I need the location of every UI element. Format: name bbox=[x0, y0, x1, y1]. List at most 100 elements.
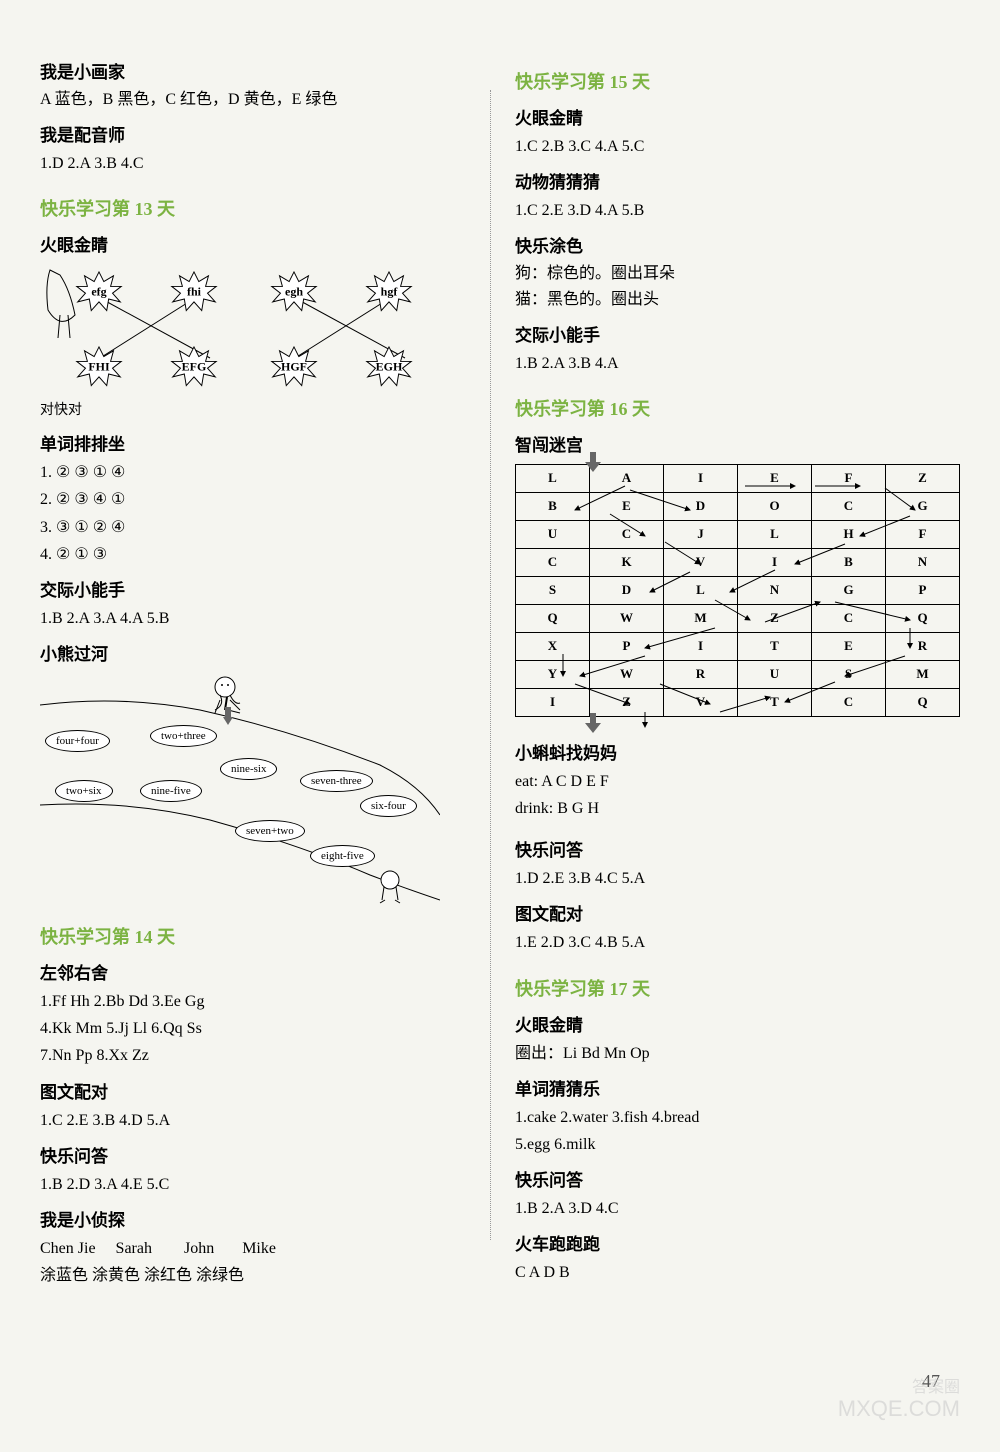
star-label: EFG bbox=[182, 359, 207, 374]
answer-line: Chen Jie Sarah John Mike bbox=[40, 1235, 485, 1262]
answer-line: 1.E 2.D 3.C 4.B 5.A bbox=[515, 929, 960, 956]
maze-cell: G bbox=[812, 576, 886, 604]
section-title: 图文配对 bbox=[515, 900, 960, 925]
section-title: 快乐问答 bbox=[515, 1166, 960, 1191]
section-title: 交际小能手 bbox=[515, 321, 960, 346]
maze-cell: W bbox=[590, 604, 664, 632]
answer-line: 1.C 2.B 3.C 4.A 5.C bbox=[515, 133, 960, 160]
maze-cell: B bbox=[812, 548, 886, 576]
maze-cell: O bbox=[738, 492, 812, 520]
day-heading: 快乐学习第 17 天 bbox=[515, 975, 960, 1001]
star-label: efg bbox=[91, 284, 106, 299]
answer-text: 猫：黑色的。圈出头 bbox=[515, 287, 960, 313]
watermark-url: MXQE.COM bbox=[838, 1396, 960, 1422]
star-label: FHI bbox=[88, 359, 109, 374]
maze-cell: R bbox=[886, 632, 960, 660]
star-label: hgf bbox=[381, 284, 398, 299]
maze-cell: M bbox=[664, 604, 738, 632]
maze-cell: D bbox=[590, 576, 664, 604]
maze-cell: H bbox=[812, 520, 886, 548]
bubble-node: seven+two bbox=[235, 820, 305, 842]
star-node: efg bbox=[70, 270, 128, 314]
maze-cell: W bbox=[590, 660, 664, 688]
section-title: 我是小侦探 bbox=[40, 1206, 485, 1231]
section-title: 快乐问答 bbox=[40, 1142, 485, 1167]
section-title: 智闯迷宫 bbox=[515, 431, 960, 456]
answer-line: C A D B bbox=[515, 1259, 960, 1286]
maze-cell: Q bbox=[886, 604, 960, 632]
maze-cell: E bbox=[812, 632, 886, 660]
maze-cell: Y bbox=[516, 660, 590, 688]
star-node: HGF bbox=[265, 345, 323, 389]
answer-line: 1.C 2.E 3.B 4.D 5.A bbox=[40, 1107, 485, 1134]
maze-cell: J bbox=[664, 520, 738, 548]
maze-cell: U bbox=[516, 520, 590, 548]
watermark-text: 答案圈 bbox=[912, 1373, 960, 1397]
star-node: egh bbox=[265, 270, 323, 314]
maze-cell: G bbox=[886, 492, 960, 520]
star-node: EGH bbox=[360, 345, 418, 389]
answer-line: 1.Ff Hh 2.Bb Dd 3.Ee Gg bbox=[40, 988, 485, 1015]
star-label: fhi bbox=[187, 284, 201, 299]
answer-line: 1.B 2.A 3.A 4.A 5.B bbox=[40, 605, 485, 632]
maze-cell: Z bbox=[886, 464, 960, 492]
right-column: 快乐学习第 15 天 火眼金睛 1.C 2.B 3.C 4.A 5.C 动物猜猜… bbox=[515, 50, 960, 1289]
maze-cell: B bbox=[516, 492, 590, 520]
section-title: 小蝌蚪找妈妈 bbox=[515, 739, 960, 764]
maze-cell: N bbox=[886, 548, 960, 576]
answer-line: 1.D 2.A 3.B 4.C bbox=[40, 150, 485, 177]
river-diagram: four+four two+three two+six nine-five ni… bbox=[40, 675, 440, 905]
maze-cell: L bbox=[516, 464, 590, 492]
maze-cell: A bbox=[590, 464, 664, 492]
bubble-node: nine-five bbox=[140, 780, 202, 802]
section-title: 快乐问答 bbox=[515, 836, 960, 861]
maze-cell: E bbox=[590, 492, 664, 520]
seq-line: 1. ② ③ ① ④ bbox=[40, 459, 485, 486]
maze-cell: I bbox=[664, 464, 738, 492]
maze-cell: C bbox=[812, 492, 886, 520]
maze-cell: I bbox=[738, 548, 812, 576]
maze-grid: LAIEFZBEDOCGUCJLHFCKVIBNSDLNGPQWMZCQXPIT… bbox=[515, 464, 960, 717]
maze-cell: F bbox=[812, 464, 886, 492]
section-title: 火眼金睛 bbox=[40, 231, 485, 256]
maze-cell: I bbox=[664, 632, 738, 660]
section-title: 左邻右舍 bbox=[40, 959, 485, 984]
bubble-node: two+three bbox=[150, 725, 217, 747]
maze-cell: C bbox=[590, 520, 664, 548]
column-divider bbox=[490, 90, 491, 1240]
bubble-node: four+four bbox=[45, 730, 110, 752]
section-title: 单词猜猜乐 bbox=[515, 1075, 960, 1100]
page-container: 我是小画家 A 蓝色，B 黑色，C 红色，D 黄色，E 绿色 我是配音师 1.D… bbox=[40, 50, 960, 1289]
section-title: 小熊过河 bbox=[40, 640, 485, 665]
star-label: EGH bbox=[376, 359, 403, 374]
section-title: 火车跑跑跑 bbox=[515, 1230, 960, 1255]
seq-line: 2. ② ③ ④ ① bbox=[40, 486, 485, 513]
answer-line: 1.cake 2.water 3.fish 4.bread bbox=[515, 1104, 960, 1131]
maze-cell: V bbox=[664, 688, 738, 716]
maze-cell: P bbox=[886, 576, 960, 604]
answer-line: 1.B 2.A 3.D 4.C bbox=[515, 1195, 960, 1222]
section-title: 图文配对 bbox=[40, 1078, 485, 1103]
maze-cell: Q bbox=[886, 688, 960, 716]
maze-cell: S bbox=[812, 660, 886, 688]
maze-cell: N bbox=[738, 576, 812, 604]
maze-cell: C bbox=[812, 688, 886, 716]
answer-line: eat: A C D E F bbox=[515, 768, 960, 795]
answer-line: 4.Kk Mm 5.Jj Ll 6.Qq Ss bbox=[40, 1015, 485, 1042]
bubble-node: two+six bbox=[55, 780, 113, 802]
maze-cell: E bbox=[738, 464, 812, 492]
bubble-node: seven-three bbox=[300, 770, 373, 792]
left-column: 我是小画家 A 蓝色，B 黑色，C 红色，D 黄色，E 绿色 我是配音师 1.D… bbox=[40, 50, 485, 1289]
seq-line: 3. ③ ① ② ④ bbox=[40, 514, 485, 541]
maze-cell: S bbox=[516, 576, 590, 604]
answer-line: 1.C 2.E 3.D 4.A 5.B bbox=[515, 197, 960, 224]
section-title: 快乐涂色 bbox=[515, 232, 960, 257]
maze-cell: I bbox=[516, 688, 590, 716]
maze-cell: U bbox=[738, 660, 812, 688]
section-title: 火眼金睛 bbox=[515, 1011, 960, 1036]
star-cross-diagram: efg fhi egh hgf FHI EFG HGF EGH bbox=[40, 260, 420, 400]
section-title: 单词排排坐 bbox=[40, 430, 485, 455]
bubble-node: six-four bbox=[360, 795, 417, 817]
section-title: 交际小能手 bbox=[40, 576, 485, 601]
day-heading: 快乐学习第 15 天 bbox=[515, 68, 960, 94]
